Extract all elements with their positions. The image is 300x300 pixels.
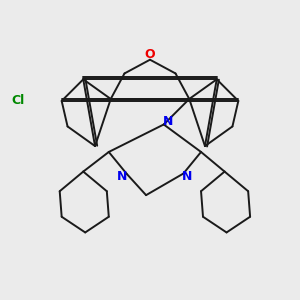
Text: N: N — [117, 170, 128, 183]
Text: N: N — [182, 170, 193, 183]
Text: O: O — [145, 48, 155, 61]
Text: N: N — [163, 115, 173, 128]
Text: Cl: Cl — [11, 94, 24, 107]
